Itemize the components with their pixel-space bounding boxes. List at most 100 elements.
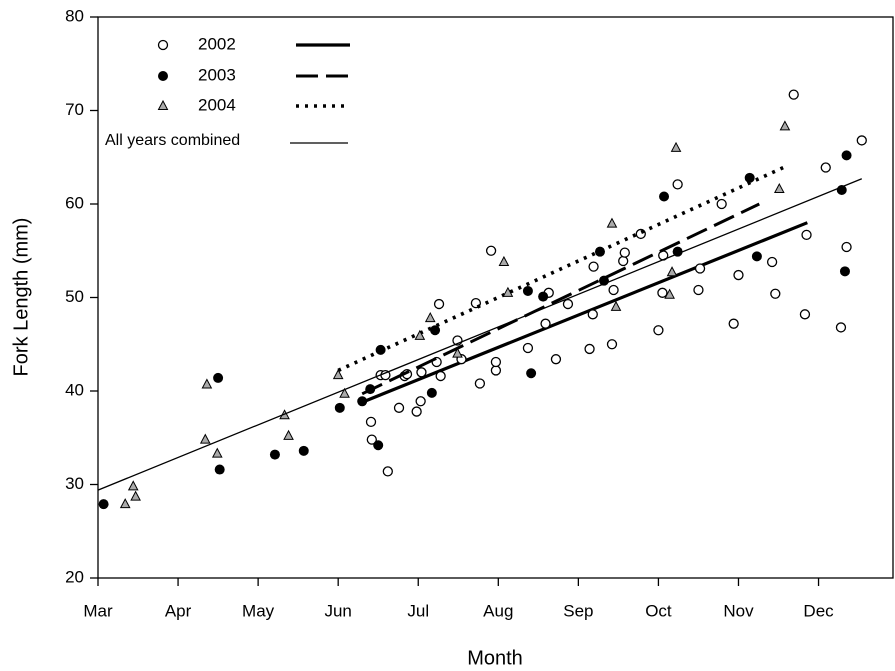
point	[411, 406, 422, 417]
point	[433, 298, 445, 310]
point	[365, 384, 376, 395]
point	[799, 309, 811, 320]
y-tick-label: 70	[65, 100, 84, 119]
point	[332, 369, 344, 380]
point	[393, 402, 405, 413]
point	[716, 198, 727, 210]
point	[522, 342, 534, 354]
point	[435, 370, 446, 382]
point	[490, 356, 502, 368]
point	[538, 291, 549, 302]
point	[608, 284, 619, 296]
point	[770, 288, 781, 299]
y-tick-label: 60	[65, 193, 84, 212]
x-tick-label: Jun	[324, 601, 351, 620]
point	[664, 288, 675, 299]
point	[357, 396, 368, 407]
point	[562, 298, 574, 310]
point	[298, 445, 309, 456]
point	[213, 372, 224, 383]
y-tick-label: 80	[65, 6, 84, 25]
point	[424, 312, 436, 323]
legend-marker	[158, 71, 168, 81]
legend-label: All years combined	[105, 132, 240, 149]
point	[540, 318, 551, 329]
point	[426, 387, 437, 398]
point	[214, 464, 225, 475]
point	[801, 229, 812, 241]
point	[502, 286, 514, 297]
legend-label: 2003	[198, 65, 236, 84]
point	[211, 447, 223, 458]
y-axis-title: Fork Length (mm)	[10, 218, 32, 377]
fit-line	[337, 165, 785, 373]
point	[201, 378, 213, 389]
point	[490, 365, 502, 376]
y-tick-label: 40	[65, 380, 84, 399]
point	[659, 191, 670, 202]
point	[127, 480, 139, 491]
point	[498, 255, 510, 266]
point	[414, 329, 426, 340]
point	[773, 182, 785, 194]
x-tick-label: Aug	[483, 601, 513, 620]
point	[339, 387, 350, 398]
point	[366, 434, 377, 445]
point	[618, 255, 629, 267]
x-tick-label: Dec	[803, 601, 834, 620]
point	[672, 179, 683, 190]
point	[550, 354, 562, 365]
point	[751, 251, 762, 262]
point	[584, 343, 595, 355]
point	[728, 318, 739, 329]
point	[839, 266, 850, 277]
point	[820, 162, 831, 173]
x-axis-title: Month	[467, 647, 523, 669]
point	[666, 266, 678, 277]
fit-line	[361, 202, 760, 396]
point	[416, 367, 427, 378]
legend-marker	[157, 99, 169, 110]
point	[594, 246, 605, 257]
point	[430, 325, 441, 336]
y-tick-label: 30	[65, 474, 84, 493]
point	[606, 217, 618, 228]
point	[199, 433, 211, 444]
point	[835, 322, 847, 333]
point	[452, 347, 463, 358]
point	[587, 309, 598, 320]
fit-line	[361, 221, 808, 404]
point	[526, 368, 537, 379]
point	[334, 402, 345, 413]
point	[269, 449, 280, 460]
point	[382, 466, 393, 477]
point	[841, 150, 852, 161]
point	[788, 89, 799, 100]
point	[365, 416, 377, 428]
x-tick-label: Mar	[83, 601, 113, 620]
x-tick-label: Apr	[165, 601, 192, 620]
point	[670, 141, 682, 152]
point	[485, 245, 497, 256]
point	[694, 263, 706, 274]
point	[856, 135, 867, 146]
point	[733, 269, 744, 281]
point	[744, 172, 755, 183]
point	[606, 339, 618, 350]
point	[119, 498, 131, 509]
point	[841, 241, 852, 253]
point	[283, 429, 294, 440]
point	[373, 440, 384, 451]
y-tick-label: 50	[65, 287, 84, 306]
legend-label: 2004	[198, 95, 236, 114]
point	[693, 284, 704, 296]
x-tick-label: Oct	[645, 601, 672, 620]
point	[474, 378, 486, 389]
point	[522, 285, 533, 296]
point	[766, 256, 778, 268]
point	[653, 325, 664, 336]
x-tick-label: Jul	[407, 601, 429, 620]
point	[619, 247, 630, 258]
point	[779, 120, 791, 131]
